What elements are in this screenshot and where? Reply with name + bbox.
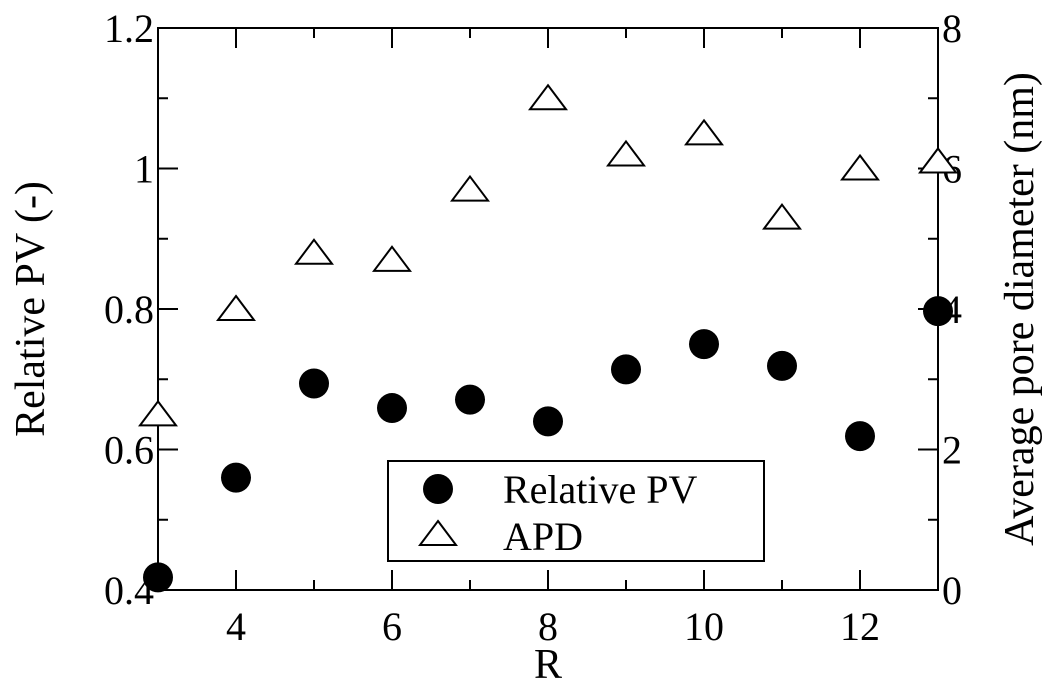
apd-point (138, 399, 178, 427)
apd-point (606, 139, 646, 167)
y-tick-label: 1.2 (104, 6, 154, 51)
x-tick-label: 8 (538, 604, 558, 649)
y-axis-title: Relative PV (-) (8, 181, 54, 437)
relative-pv-point (689, 329, 719, 360)
y2-axis-title: Average pore diameter (nm) (997, 72, 1043, 546)
relative-pv-point (221, 462, 251, 493)
apd-point (918, 146, 958, 174)
y-tick-label: 1 (134, 147, 154, 192)
x-axis-title: R (534, 642, 562, 685)
apd-point (684, 118, 724, 146)
apd-point (450, 174, 490, 202)
relative-pv-point (845, 421, 875, 452)
relative-pv-point (533, 406, 563, 437)
relative-pv-point (767, 350, 797, 381)
x-tick-label: 10 (684, 604, 724, 649)
relative-pv-point (611, 354, 641, 385)
apd-point (293, 238, 335, 265)
relative-pv-point (377, 393, 407, 424)
apd-point (762, 203, 802, 230)
legend-marker-relative-pv (423, 474, 453, 504)
x-tick-label: 6 (382, 604, 402, 649)
legend-marker-apd (418, 519, 458, 546)
legend-label-apd: APD (503, 514, 583, 559)
relative-pv-point (923, 296, 953, 327)
apd-point (216, 294, 256, 321)
relative-pv-point (299, 368, 329, 399)
y-tick-label: 0.8 (104, 287, 154, 332)
x-tick-label: 4 (226, 604, 246, 649)
apd-point (840, 153, 880, 181)
marks-layer (138, 83, 958, 593)
legend: Relative PV APD (387, 460, 765, 562)
apd-point (372, 245, 412, 272)
y2-tick-label: 8 (942, 6, 962, 51)
y2-tick-label: 2 (942, 428, 962, 473)
y2-tick-label: 0 (942, 568, 962, 613)
y-tick-label: 0.6 (104, 428, 154, 473)
x-tick-label: 12 (840, 604, 880, 649)
relative-pv-point (455, 384, 485, 415)
legend-label-relative-pv: Relative PV (503, 467, 698, 512)
relative-pv-point (143, 562, 173, 593)
apd-point (528, 83, 568, 111)
